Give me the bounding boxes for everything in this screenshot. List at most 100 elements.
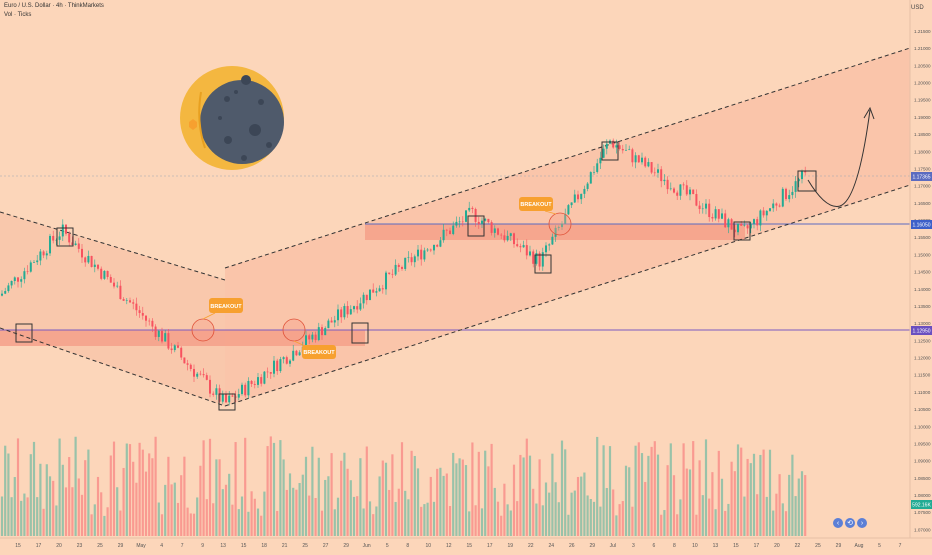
candle-body [186, 363, 189, 365]
candle-body [164, 333, 167, 342]
y-tick-label: 1.07000 [914, 527, 931, 532]
volume-bar [0, 496, 4, 536]
volume-bar [311, 446, 314, 536]
volume-bar [720, 478, 724, 536]
volume-bar [698, 460, 701, 536]
y-tick-label: 1.13500 [914, 304, 931, 309]
volume-bar [775, 493, 778, 536]
candle-body [634, 155, 637, 163]
x-tick-label: 5 [386, 543, 389, 549]
x-tick-label: 8 [673, 543, 676, 549]
candle-body [612, 140, 615, 148]
volume-bar [791, 454, 794, 536]
volume-bar [365, 446, 368, 536]
volume-bar [119, 510, 122, 536]
candle-body [119, 285, 122, 300]
volume-bar [186, 507, 189, 536]
candle-body [189, 364, 192, 369]
volume-bar [589, 498, 592, 536]
volume-bar [797, 478, 800, 536]
volume-bar [650, 446, 653, 536]
candle-body [711, 217, 714, 219]
volume-bar [298, 482, 301, 536]
symbol-title[interactable]: Euro / U.S. Dollar · 4h · ThinkMarkets [4, 3, 104, 9]
volume-bar [343, 452, 346, 536]
candle-body [535, 253, 538, 264]
volume-bar [170, 484, 173, 536]
x-tick-label: May [136, 543, 146, 549]
candle-body [420, 249, 423, 260]
candle-body [359, 303, 362, 310]
volume-bar [426, 502, 429, 536]
candle-body [13, 277, 16, 281]
volume-bar [586, 495, 589, 536]
volume-bar [544, 482, 548, 536]
ascending-trendline-lower[interactable] [224, 184, 911, 407]
candle-body [561, 223, 563, 228]
current-price-value: 1.17365 [912, 175, 930, 181]
chevron-left-icon[interactable]: ‹ [833, 518, 843, 528]
candle-body [333, 320, 336, 323]
volume-bar [84, 460, 87, 536]
currency-label[interactable]: USD [911, 5, 924, 11]
candle-body [381, 288, 384, 290]
reset-icon[interactable]: ⟲ [845, 518, 855, 528]
candle-body [337, 309, 339, 321]
volume-bar [679, 499, 682, 536]
x-tick-label: 5 [878, 543, 881, 549]
x-tick-label: 10 [425, 543, 431, 549]
volume-bar [301, 474, 304, 536]
volume-bar [16, 438, 20, 536]
candle-body [81, 248, 83, 258]
volume-bar [13, 477, 16, 536]
volume-bar [644, 481, 647, 536]
x-tick-label: 6 [652, 543, 655, 549]
volume-bar [400, 442, 404, 536]
x-tick-label: 29 [836, 543, 842, 549]
volume-bar [448, 506, 452, 536]
candle-body [266, 371, 269, 373]
candle-body [394, 264, 397, 275]
price-axis[interactable]: 1.21500 1.21000 1.20500 1.20000 1.19500 1.190… [914, 29, 931, 532]
volume-bar [384, 462, 388, 536]
projection-arrow[interactable] [807, 109, 871, 207]
breakout-circle [191, 318, 215, 342]
volume-bar [391, 454, 394, 536]
candle-body [273, 360, 275, 374]
candle-body [641, 157, 643, 163]
candle-body [794, 181, 797, 192]
volume-bar [55, 505, 58, 536]
volume-bar [509, 510, 512, 536]
volume-bar [528, 455, 532, 536]
candle-body [263, 371, 266, 384]
time-axis[interactable]: 15 17 20 23 25 29 May 4 7 9 13 15 18 21 25 27 29 Jun 5 8 10 1… [15, 543, 901, 549]
ascending-trendline-upper[interactable] [224, 47, 911, 269]
candle-body [721, 213, 723, 219]
volume-indicator-title[interactable]: Vol · Ticks [4, 12, 32, 18]
volume-bar [20, 500, 23, 536]
candle-body [356, 306, 359, 310]
candle-body [599, 157, 602, 164]
volume-bar [173, 482, 176, 536]
candle-body [372, 289, 375, 293]
candle-body [145, 315, 147, 321]
candle-body [84, 257, 87, 263]
candle-body [618, 145, 621, 149]
pivot-marker [534, 254, 552, 274]
candle-body [669, 188, 672, 190]
descending-trendline-lower[interactable] [0, 327, 226, 407]
volume-bar [340, 460, 343, 536]
volume-bar [183, 456, 186, 536]
volume-bar [199, 465, 202, 536]
volume-bar [740, 447, 743, 536]
y-tick-label: 1.20500 [914, 63, 931, 68]
volume-bar [416, 468, 420, 536]
volume-bar [663, 510, 666, 536]
volume-bar [573, 490, 576, 536]
volume-bar [141, 449, 144, 536]
chevron-right-icon[interactable]: › [857, 518, 867, 528]
candle-body [346, 306, 349, 315]
x-tick-label: Jul [610, 543, 616, 549]
volume-bar [352, 496, 356, 536]
